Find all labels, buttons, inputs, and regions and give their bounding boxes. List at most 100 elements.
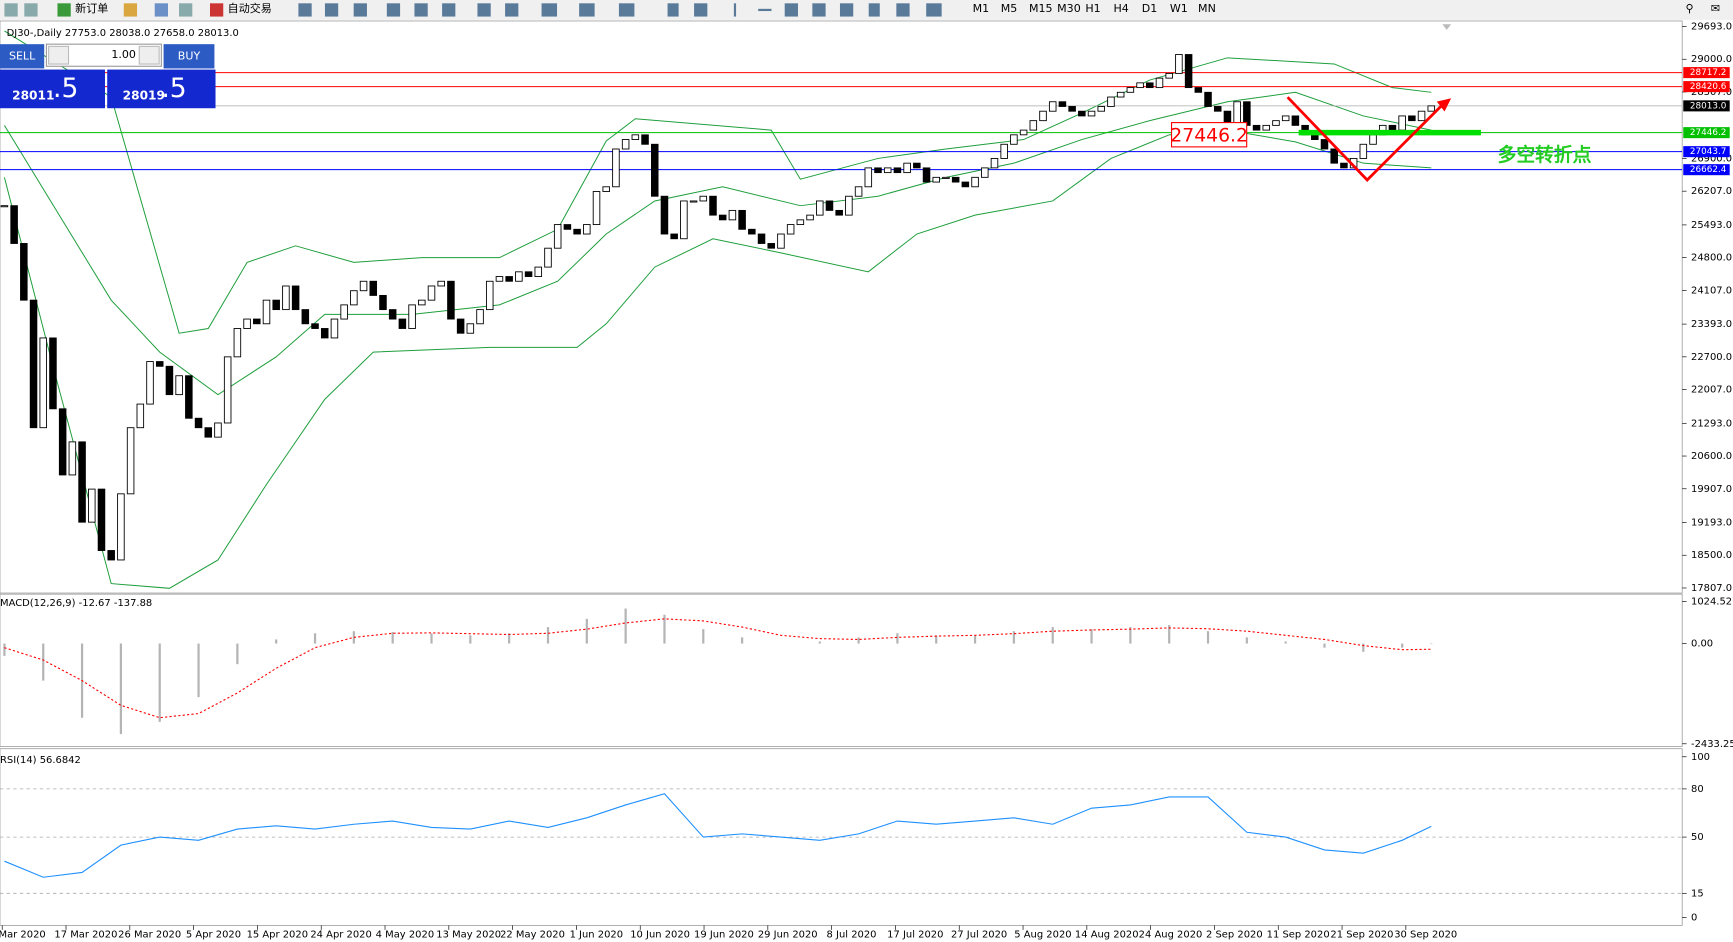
timeframe-button[interactable]: M5	[1001, 2, 1018, 15]
timeframe-button[interactable]: W1	[1170, 2, 1188, 15]
current-price-label: 28013.0	[1690, 101, 1727, 111]
y-tick-label: 26207.0	[1691, 186, 1732, 197]
candle	[1204, 91, 1212, 107]
candle	[340, 304, 348, 320]
candle	[602, 186, 610, 192]
arrow-head	[1436, 98, 1452, 112]
candle	[835, 209, 843, 216]
timeframe-button[interactable]: D1	[1142, 2, 1158, 15]
candle	[689, 200, 698, 203]
sell-button[interactable]	[0, 44, 45, 69]
candle	[388, 309, 397, 320]
level-label-bg	[1683, 146, 1730, 158]
plot: 29693.0 29000.0 28307.0 26900.0 26207.0 25493…	[0, 22, 1733, 940]
candle	[738, 209, 746, 230]
x-tick-label: 24 Apr 2020	[310, 929, 371, 940]
level-label-bg	[1683, 164, 1730, 176]
x-tick-label: 17 Mar 2020	[54, 929, 117, 940]
search-icon[interactable]: ⚲	[1685, 2, 1693, 15]
annotation: 多空转折点	[1498, 143, 1592, 166]
candle	[621, 139, 630, 150]
chat-icon[interactable]: ✉	[1711, 2, 1720, 15]
lot-up[interactable]	[138, 45, 160, 65]
candle	[874, 167, 882, 174]
y-tick-label: 29693.0	[1691, 22, 1732, 33]
candle	[185, 375, 193, 419]
new-order-icon[interactable]	[57, 3, 71, 17]
rsi-header: RSI(14) 56.6842	[0, 755, 81, 766]
timeframe-button[interactable]: MN	[1198, 2, 1216, 15]
candle	[485, 280, 494, 311]
candle	[320, 328, 329, 339]
candle	[1039, 110, 1047, 122]
candle	[854, 186, 863, 197]
candle	[117, 493, 125, 561]
candle	[0, 205, 9, 208]
toolbar-icon[interactable]	[154, 3, 168, 17]
candle	[1175, 54, 1183, 74]
candle	[592, 191, 601, 226]
x-tick-label: 26 Mar 2020	[118, 929, 181, 940]
timeframe-button[interactable]: M15	[1029, 2, 1053, 15]
macd-signal	[4, 618, 1432, 719]
candle	[447, 280, 455, 320]
candle	[583, 224, 591, 235]
level-label: 27043.7	[1690, 147, 1727, 157]
toolbar-icon[interactable]	[179, 3, 193, 17]
candle	[233, 328, 242, 358]
sell-label[interactable]: SELL	[9, 49, 36, 62]
toolbar: 新订单 自动交易 M1 M5 M15 M30 H1 H4 D1 W1 MN ⚲ ✉	[0, 0, 1733, 20]
candle	[1184, 54, 1193, 89]
buy-label[interactable]: BUY	[178, 49, 201, 62]
candle	[1107, 96, 1115, 107]
timeframe-button[interactable]: H1	[1085, 2, 1100, 15]
timeframe-button[interactable]: M30	[1057, 2, 1081, 15]
timeframe-button[interactable]: M1	[973, 2, 990, 15]
level-label-bg	[1683, 81, 1730, 93]
candle	[864, 167, 873, 188]
x-tick-label: 21 Sep 2020	[1330, 929, 1393, 940]
y-tick-label: 28307.0	[1691, 87, 1732, 98]
candle	[155, 361, 164, 367]
x-tick-label: 29 Jun 2020	[758, 929, 818, 940]
toolbar-icon[interactable]	[24, 3, 38, 17]
macd-panel	[0, 593, 1683, 747]
lot-down[interactable]	[48, 45, 70, 65]
toolbar-icon[interactable]	[4, 3, 18, 17]
candle	[1010, 134, 1018, 145]
lot-value[interactable]: 1.00	[111, 48, 136, 61]
candle	[515, 271, 523, 282]
toolbar-bg	[0, 0, 1733, 20]
y-tick-label: 24107.0	[1691, 285, 1732, 296]
candle	[1369, 134, 1377, 145]
y-tick-label: 17807.0	[1691, 583, 1732, 594]
level-label: 27446.2	[1690, 128, 1727, 138]
new-order-button[interactable]: 新订单	[75, 1, 108, 15]
auto-trading-button[interactable]: 自动交易	[228, 1, 272, 15]
candle	[1359, 143, 1368, 159]
buy-button[interactable]	[163, 44, 215, 69]
timeframe-button[interactable]: H4	[1114, 2, 1129, 15]
y-tick-label: 15	[1691, 888, 1704, 899]
x-tick-label: 4 May 2020	[376, 929, 435, 940]
candle	[845, 195, 853, 216]
y-tick-label: 21293.0	[1691, 418, 1732, 429]
y-tick-label: 25493.0	[1691, 220, 1732, 231]
candle	[1330, 148, 1338, 164]
bid-box[interactable]	[0, 69, 105, 109]
x-tick-label: 13 May 2020	[436, 929, 501, 940]
candle	[1019, 129, 1028, 136]
candle	[136, 403, 145, 429]
lot-field[interactable]	[45, 43, 162, 67]
candle	[272, 299, 280, 311]
candle	[1155, 77, 1164, 89]
bollinger-band	[3, 91, 1432, 396]
candle	[1078, 110, 1086, 117]
candle	[301, 309, 310, 325]
chart-header: DJ30-,Daily 27753.0 28038.0 27658.0 2801…	[7, 28, 239, 39]
toolbar-icon[interactable]	[123, 3, 138, 17]
candle	[612, 148, 620, 188]
auto-trading-icon[interactable]	[209, 3, 224, 17]
ask-box[interactable]	[107, 69, 216, 109]
candle	[97, 488, 106, 551]
